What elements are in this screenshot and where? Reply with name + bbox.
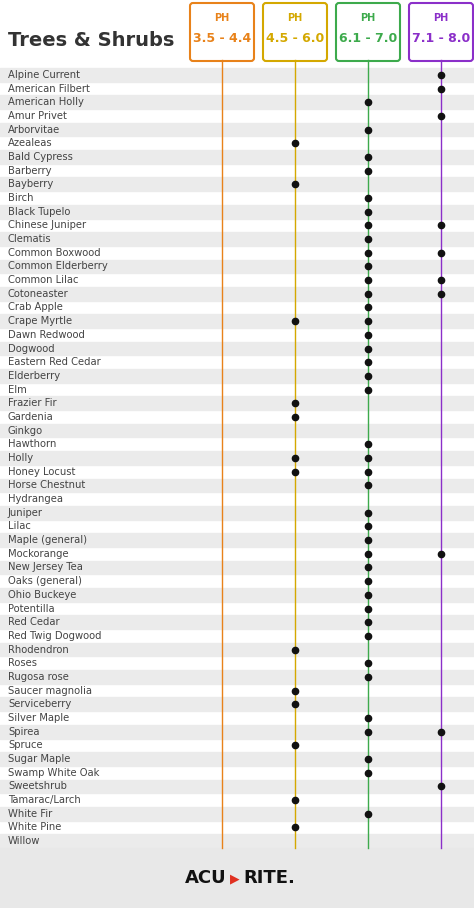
Text: White Fir: White Fir: [8, 809, 52, 819]
Text: Frazier Fir: Frazier Fir: [8, 399, 56, 409]
Bar: [0, 232, 474, 246]
Text: 3.5 - 4.4: 3.5 - 4.4: [193, 33, 251, 45]
Bar: [0, 588, 474, 602]
Text: Barberry: Barberry: [8, 165, 52, 175]
Bar: [0, 697, 474, 711]
Text: Birch: Birch: [8, 193, 34, 203]
Text: ▶: ▶: [230, 873, 240, 885]
Bar: [0, 506, 474, 519]
Text: Amur Privet: Amur Privet: [8, 111, 67, 121]
Text: American Filbert: American Filbert: [8, 84, 90, 94]
Text: Black Tupelo: Black Tupelo: [8, 207, 70, 217]
Text: PH: PH: [433, 13, 448, 23]
Text: Bayberry: Bayberry: [8, 179, 53, 189]
Text: Rhodendron: Rhodendron: [8, 645, 69, 655]
Text: Elm: Elm: [8, 385, 27, 395]
Bar: [0, 834, 474, 848]
Bar: [0, 314, 474, 328]
Text: 6.1 - 7.0: 6.1 - 7.0: [339, 33, 397, 45]
Text: Horse Chestnut: Horse Chestnut: [8, 480, 85, 490]
Bar: [0, 205, 474, 219]
Text: Silver Maple: Silver Maple: [8, 713, 69, 723]
Text: Alpine Current: Alpine Current: [8, 70, 80, 80]
Text: New Jersey Tea: New Jersey Tea: [8, 562, 83, 572]
Text: ACU: ACU: [185, 869, 227, 887]
Bar: [0, 68, 474, 82]
Bar: [0, 560, 474, 575]
Text: American Holly: American Holly: [8, 97, 84, 107]
Text: Clematis: Clematis: [8, 234, 52, 244]
Bar: [0, 260, 474, 273]
Bar: [0, 341, 474, 355]
Text: Spirea: Spirea: [8, 726, 39, 736]
Text: 4.5 - 6.0: 4.5 - 6.0: [266, 33, 324, 45]
Text: Sweetshrub: Sweetshrub: [8, 782, 67, 792]
Text: Common Lilac: Common Lilac: [8, 275, 79, 285]
Text: Holly: Holly: [8, 453, 33, 463]
Bar: [0, 848, 474, 908]
Text: Honey Locust: Honey Locust: [8, 467, 75, 477]
Bar: [0, 95, 474, 109]
Text: Serviceberry: Serviceberry: [8, 699, 71, 709]
Text: Swamp White Oak: Swamp White Oak: [8, 768, 100, 778]
Bar: [0, 807, 474, 821]
Text: Hydrangea: Hydrangea: [8, 494, 63, 504]
Text: Ohio Buckeye: Ohio Buckeye: [8, 590, 76, 600]
Bar: [0, 616, 474, 629]
Text: Lilac: Lilac: [8, 521, 31, 531]
Text: PH: PH: [214, 13, 229, 23]
Text: Tamarac/Larch: Tamarac/Larch: [8, 795, 81, 805]
Text: Gardenia: Gardenia: [8, 412, 54, 422]
Text: Oaks (general): Oaks (general): [8, 577, 82, 587]
Text: Ginkgo: Ginkgo: [8, 426, 43, 436]
Bar: [0, 177, 474, 192]
Text: Arborvitae: Arborvitae: [8, 124, 60, 134]
Text: Trees & Shrubs: Trees & Shrubs: [8, 31, 174, 50]
Text: 7.1 - 8.0: 7.1 - 8.0: [412, 33, 470, 45]
Text: PH: PH: [287, 13, 302, 23]
Text: Red Twig Dogwood: Red Twig Dogwood: [8, 631, 101, 641]
Bar: [0, 369, 474, 383]
Bar: [0, 533, 474, 547]
Text: Bald Cypress: Bald Cypress: [8, 152, 73, 162]
Bar: [0, 123, 474, 136]
Bar: [0, 670, 474, 684]
Text: Common Elderberry: Common Elderberry: [8, 262, 108, 271]
Text: Dogwood: Dogwood: [8, 343, 55, 353]
Text: PH: PH: [360, 13, 375, 23]
Text: Eastern Red Cedar: Eastern Red Cedar: [8, 357, 101, 367]
Text: Potentilla: Potentilla: [8, 604, 55, 614]
Text: White Pine: White Pine: [8, 823, 61, 833]
Text: Maple (general): Maple (general): [8, 535, 87, 545]
Text: Hawthorn: Hawthorn: [8, 439, 56, 449]
Text: Crape Myrtle: Crape Myrtle: [8, 316, 72, 326]
Text: Crab Apple: Crab Apple: [8, 302, 63, 312]
Text: Common Boxwood: Common Boxwood: [8, 248, 100, 258]
Text: Mockorange: Mockorange: [8, 548, 69, 558]
Text: Roses: Roses: [8, 658, 37, 668]
Bar: [0, 451, 474, 465]
Bar: [0, 752, 474, 765]
Text: Dawn Redwood: Dawn Redwood: [8, 330, 85, 340]
Bar: [0, 643, 474, 656]
Text: Juniper: Juniper: [8, 508, 43, 518]
Text: Sugar Maple: Sugar Maple: [8, 754, 70, 764]
Text: Rugosa rose: Rugosa rose: [8, 672, 69, 682]
Text: Willow: Willow: [8, 836, 40, 846]
Text: Azealeas: Azealeas: [8, 138, 53, 148]
Bar: [0, 725, 474, 738]
Bar: [0, 780, 474, 794]
Bar: [0, 479, 474, 492]
Text: Red Cedar: Red Cedar: [8, 617, 60, 627]
Bar: [0, 397, 474, 410]
Bar: [0, 424, 474, 438]
Text: Elderberry: Elderberry: [8, 370, 60, 380]
Text: Chinese Juniper: Chinese Juniper: [8, 221, 86, 231]
Text: RITE.: RITE.: [243, 869, 295, 887]
Text: Cotoneaster: Cotoneaster: [8, 289, 69, 299]
Text: Saucer magnolia: Saucer magnolia: [8, 686, 92, 696]
Text: Spruce: Spruce: [8, 740, 43, 750]
Bar: [0, 287, 474, 301]
Bar: [0, 150, 474, 163]
